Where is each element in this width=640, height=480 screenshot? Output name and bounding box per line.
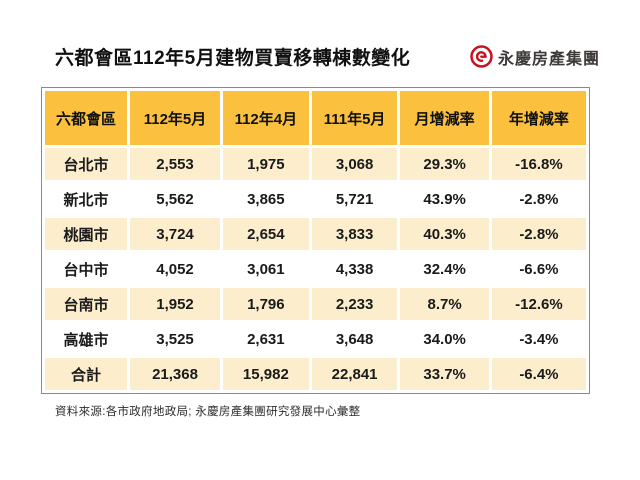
cell-yoy-rate: -12.6% [491,288,586,320]
cell-112-may: 5,562 [130,183,220,215]
cell-112-apr: 2,631 [222,323,309,355]
cell-mom-rate: 34.0% [400,323,489,355]
yungching-ring-logo-icon [470,45,493,68]
cell-region: 高雄市 [45,323,128,355]
header-cell-yoy-rate: 年增減率 [491,91,586,145]
cell-111-may-total: 22,841 [311,358,398,390]
cell-yoy-rate: -16.8% [491,148,586,180]
data-source-note: 資料來源:各市政府地政局; 永慶房產集團研究發展中心彙整 [55,406,361,418]
header-cell-112-apr: 112年4月 [222,91,309,145]
cell-111-may: 5,721 [311,183,398,215]
header-bar: 六都會區112年5月建物買賣移轉棟數變化 永慶房產集團 [55,43,600,70]
cell-112-apr: 3,865 [222,183,309,215]
company-logo: 永慶房產集團 [470,45,600,69]
cell-yoy-rate-total: -6.4% [491,358,586,390]
table-row-tainan: 台南市 1,952 1,796 2,233 8.7% -12.6% [45,288,586,320]
cell-112-apr: 2,654 [222,218,309,250]
cell-112-may: 1,952 [130,288,220,320]
cell-112-may: 4,052 [130,253,220,285]
cell-mom-rate: 40.3% [400,218,489,250]
cell-region: 台南市 [45,288,128,320]
cell-111-may: 2,233 [311,288,398,320]
table-row-taichung: 台中市 4,052 3,061 4,338 32.4% -6.6% [45,253,586,285]
header-cell-mom-rate: 月增減率 [400,91,489,145]
cell-region: 台北市 [45,148,128,180]
cell-mom-rate-total: 33.7% [400,358,489,390]
table-row-kaohsiung: 高雄市 3,525 2,631 3,648 34.0% -3.4% [45,323,586,355]
cell-112-may: 2,553 [130,148,220,180]
cell-yoy-rate: -6.6% [491,253,586,285]
cell-yoy-rate: -3.4% [491,323,586,355]
logo-company-name: 永慶房產集團 [497,50,600,68]
cell-region: 新北市 [45,183,128,215]
cell-112-apr: 3,061 [222,253,309,285]
cell-region: 台中市 [45,253,128,285]
cell-112-may-total: 21,368 [130,358,220,390]
cell-mom-rate: 32.4% [400,253,489,285]
cell-111-may: 4,338 [311,253,398,285]
page-title: 六都會區112年5月建物買賣移轉棟數變化 [55,48,411,69]
cell-mom-rate: 29.3% [400,148,489,180]
header-cell-region: 六都會區 [45,91,128,145]
cell-111-may: 3,068 [311,148,398,180]
cell-112-apr: 1,975 [222,148,309,180]
cell-111-may: 3,648 [311,323,398,355]
cell-region-total: 合計 [45,358,128,390]
cell-112-may: 3,525 [130,323,220,355]
table-row-total: 合計 21,368 15,982 22,841 33.7% -6.4% [45,358,586,390]
table-header-row: 六都會區 112年5月 112年4月 111年5月 月增減率 年增減率 [45,91,586,145]
cell-mom-rate: 43.9% [400,183,489,215]
table-row-taoyuan: 桃園市 3,724 2,654 3,833 40.3% -2.8% [45,218,586,250]
cell-mom-rate: 8.7% [400,288,489,320]
cell-yoy-rate: -2.8% [491,218,586,250]
cell-yoy-rate: -2.8% [491,183,586,215]
cell-112-apr: 1,796 [222,288,309,320]
header-cell-112-may: 112年5月 [130,91,220,145]
cell-112-apr-total: 15,982 [222,358,309,390]
cell-region: 桃園市 [45,218,128,250]
cell-111-may: 3,833 [311,218,398,250]
header-cell-111-may: 111年5月 [311,91,398,145]
cell-112-may: 3,724 [130,218,220,250]
table-row-newtaipei: 新北市 5,562 3,865 5,721 43.9% -2.8% [45,183,586,215]
transfer-stats-table: 六都會區 112年5月 112年4月 111年5月 月增減率 年增減率 台北市 … [41,87,590,394]
table-row-taipei: 台北市 2,553 1,975 3,068 29.3% -16.8% [45,148,586,180]
